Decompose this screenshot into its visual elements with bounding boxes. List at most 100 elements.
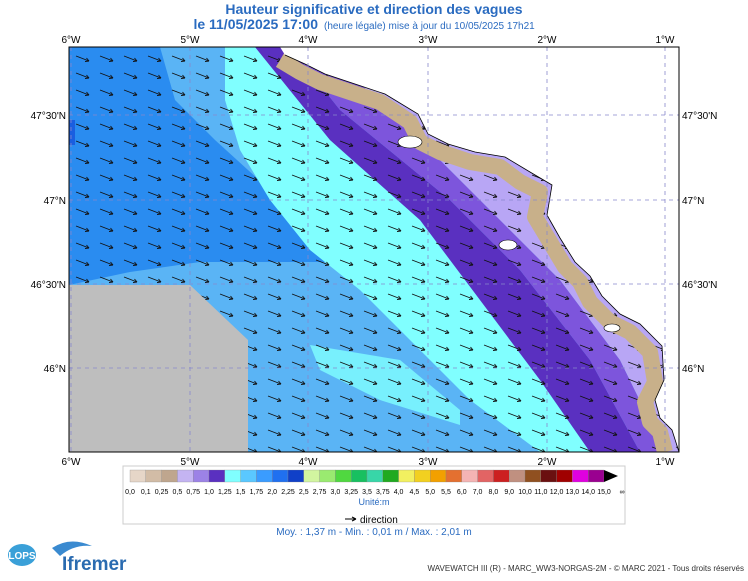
legend-arrow: [604, 470, 618, 482]
legend-label: 1,75: [250, 489, 264, 496]
stats: Moy. : 1,37 m - Min. : 0,01 m / Max. : 2…: [276, 527, 471, 538]
coast-strip: [275, 53, 673, 452]
legend-swatch: [556, 469, 573, 483]
legend-label: 13,0: [566, 489, 580, 496]
legend-label: 3,25: [344, 489, 358, 496]
unit: Unité:m: [358, 497, 389, 507]
legend-label: 4,5: [410, 489, 420, 496]
lon-label-top: 3°W: [419, 35, 439, 46]
legend-label: 2,25: [281, 489, 295, 496]
lon-label-bottom: 4°W: [299, 457, 319, 468]
legend-label: 9,0: [504, 489, 514, 496]
legend-swatch: [572, 469, 589, 483]
legend-label: 0,75: [186, 489, 200, 496]
legend-swatch: [477, 469, 494, 483]
legend-label: 12,0: [550, 489, 564, 496]
lat-label-right: 47°30'N: [682, 111, 717, 122]
legend-swatch: [256, 469, 273, 483]
legend-label: 6,0: [457, 489, 467, 496]
ifremer-logo: [52, 541, 92, 556]
no-data: [69, 285, 248, 452]
direction-arrow-head: [351, 516, 357, 522]
legend-label: 8,0: [489, 489, 499, 496]
legend-swatch: [240, 469, 257, 483]
legend-swatch: [335, 469, 352, 483]
island: [498, 239, 518, 251]
legend-swatch: [414, 469, 431, 483]
lon-label-bottom: 1°W: [656, 457, 676, 468]
legend-label: 7,0: [473, 489, 483, 496]
legend-swatch: [398, 469, 415, 483]
legend: 0,0 0,1 0,25 0,5 0,75 1,0 1,25 1,5 1,75 2,0 2,25 2,…: [125, 469, 625, 496]
legend-label: 0,1: [141, 489, 151, 496]
legend-label: 3,0: [331, 489, 341, 496]
legend-label: ∞: [620, 489, 625, 496]
legend-swatch: [540, 469, 557, 483]
credits: WAVEWATCH III (R) - MARC_WW3-NORGAS-2M -…: [428, 564, 744, 573]
legend-label: 2,75: [313, 489, 327, 496]
lon-label-top: 1°W: [656, 35, 676, 46]
legend-swatch: [461, 469, 478, 483]
lon-label-top: 5°W: [181, 35, 201, 46]
legend-swatch: [272, 469, 289, 483]
legend-swatch: [351, 469, 368, 483]
legend-swatch: [493, 469, 510, 483]
legend-swatch: [445, 469, 462, 483]
date: le 11/05/2025 17:00: [193, 16, 318, 32]
direction-label: direction: [360, 515, 398, 526]
land: [280, 47, 679, 452]
legend-label: 4,0: [394, 489, 404, 496]
legend-swatch: [588, 469, 605, 483]
lops-text: LOPS: [8, 551, 36, 562]
lops-logo: [8, 544, 36, 566]
legend-label: 5,0: [425, 489, 435, 496]
legend-label: 0,5: [173, 489, 183, 496]
legend-swatch: [145, 469, 162, 483]
map-area: [69, 47, 679, 452]
map-frame: [68, 46, 680, 453]
legend-label: 14,0: [581, 489, 595, 496]
legend-swatch: [303, 469, 320, 483]
legend-swatch: [208, 469, 225, 483]
lat-label-right: 46°N: [682, 364, 704, 375]
update-note: (heure légale) mise à jour du 10/05/2025…: [324, 21, 535, 32]
lat-label-left: 46°30'N: [31, 280, 66, 291]
ifremer-text: Ifremer: [62, 554, 127, 575]
lat-label-right: 47°N: [682, 196, 704, 207]
legend-label: 10,0: [518, 489, 532, 496]
legend-label: 1,5: [236, 489, 246, 496]
legend-swatch: [382, 469, 399, 483]
legend-swatch: [177, 469, 194, 483]
lon-label-top: 2°W: [538, 35, 558, 46]
lon-label-bottom: 2°W: [538, 457, 558, 468]
lon-label-top: 4°W: [299, 35, 319, 46]
lat-label-right: 46°30'N: [682, 280, 717, 291]
lon-label-bottom: 6°W: [62, 457, 82, 468]
axes: 6°W 6°W 5°W 5°W 4°W 4°W 3°W 3°W 2°W 2°W 1°W 1°W 47°3…: [31, 35, 718, 468]
legend-label: 5,5: [441, 489, 451, 496]
legend-swatch: [509, 469, 526, 483]
island: [397, 135, 423, 149]
legend-swatch: [319, 469, 336, 483]
lon-label-bottom: 5°W: [181, 457, 201, 468]
legend-swatch: [366, 469, 383, 483]
legend-label: 3,75: [376, 489, 390, 496]
legend-swatch: [287, 469, 304, 483]
legend-swatch: [224, 469, 241, 483]
lon-label-top: 6°W: [62, 35, 82, 46]
legend-label: 2,5: [299, 489, 309, 496]
legend-label: 0,25: [155, 489, 169, 496]
legend-label: 1,0: [204, 489, 214, 496]
lat-label-left: 46°N: [44, 364, 66, 375]
graticule: [69, 47, 679, 452]
legend-label: 3,5: [362, 489, 372, 496]
legend-label: 15,0: [597, 489, 611, 496]
legend-swatch: [129, 469, 146, 483]
title: Hauteur significative et direction des v…: [225, 1, 522, 17]
island: [603, 323, 621, 333]
legend-label: 2,0: [267, 489, 277, 496]
legend-swatch: [161, 469, 178, 483]
legend-swatch: [193, 469, 210, 483]
